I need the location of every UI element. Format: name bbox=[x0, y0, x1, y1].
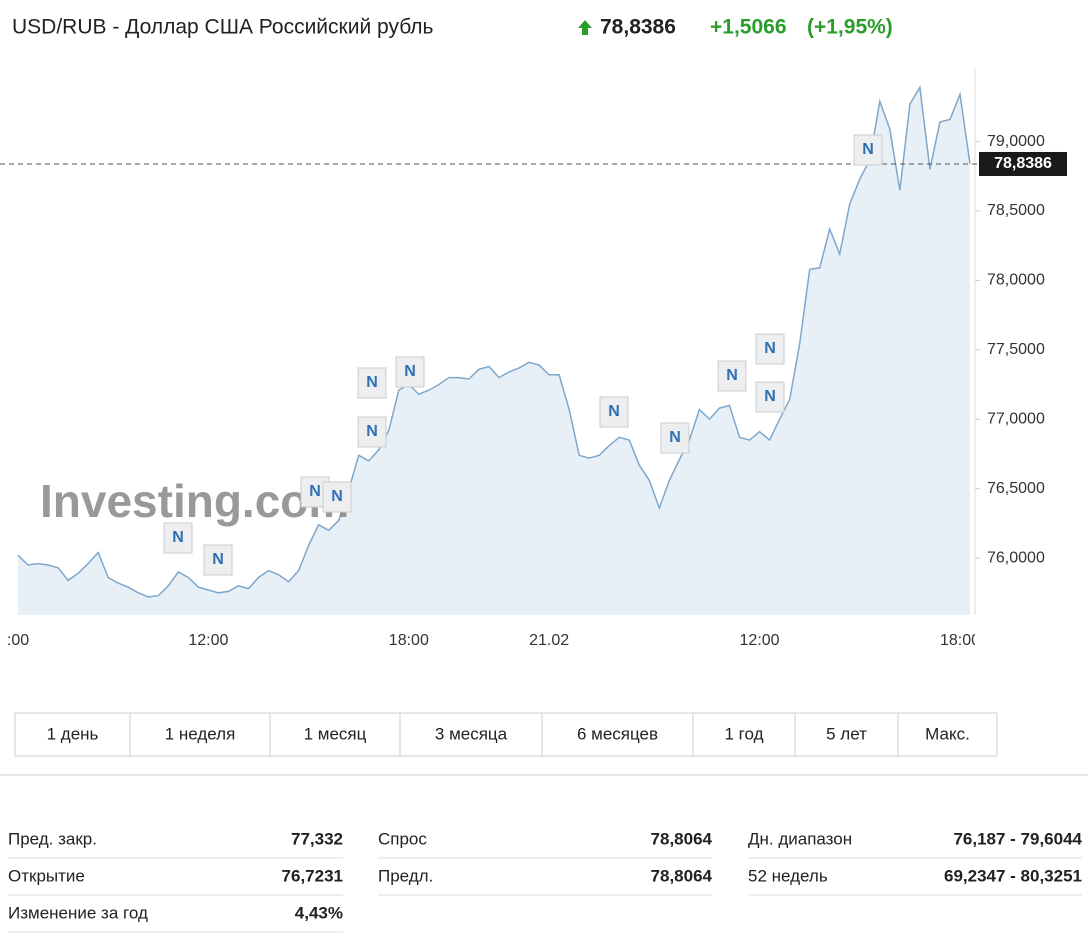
x-tick-label: :00 bbox=[7, 632, 29, 649]
range-button[interactable] bbox=[129, 712, 271, 757]
news-box bbox=[163, 522, 193, 554]
stat-label: Открытие bbox=[8, 866, 85, 885]
x-tick-label: 18:00 bbox=[940, 632, 980, 649]
news-marker: N bbox=[764, 340, 776, 357]
stat-value: 69,2347 - 80,3251 bbox=[944, 866, 1082, 885]
change-pct: (+1,95%) bbox=[807, 16, 893, 39]
y-tick-label: 76,0000 bbox=[987, 549, 1045, 566]
stat-label: 52 недель bbox=[748, 866, 828, 885]
range-button[interactable] bbox=[541, 712, 694, 757]
current-box bbox=[979, 151, 1067, 176]
news-box bbox=[660, 422, 690, 454]
x-tick-label: 18:00 bbox=[389, 632, 429, 649]
range-button[interactable] bbox=[269, 712, 401, 757]
news-marker: N bbox=[172, 529, 184, 546]
news-marker: N bbox=[669, 429, 681, 446]
range-button[interactable] bbox=[897, 712, 998, 757]
x-tick-label: 12:00 bbox=[740, 632, 780, 649]
y-tick-label: 78,0000 bbox=[987, 272, 1045, 289]
x-tick-label: 12:00 bbox=[188, 632, 228, 649]
news-box bbox=[599, 396, 629, 428]
news-box bbox=[357, 416, 387, 448]
news-marker: N bbox=[862, 141, 874, 158]
stat-value: 76,7231 bbox=[282, 866, 343, 885]
news-box bbox=[853, 134, 883, 166]
range-label: 1 месяц bbox=[304, 724, 367, 743]
range-label: 1 год bbox=[724, 724, 763, 743]
news-box bbox=[755, 381, 785, 413]
stat-label: Предл. bbox=[378, 866, 433, 885]
range-label: 5 лет bbox=[826, 724, 867, 743]
news-marker: N bbox=[404, 363, 416, 380]
range-label: 1 день bbox=[47, 724, 99, 743]
range-button[interactable] bbox=[399, 712, 543, 757]
stat-value: 76,187 - 79,6044 bbox=[953, 829, 1082, 848]
title: USD/RUB - Доллар США Российский рубль bbox=[12, 16, 434, 39]
stat-label: Спрос bbox=[378, 829, 427, 848]
news-box bbox=[322, 481, 352, 513]
stat-value: 78,8064 bbox=[651, 866, 713, 885]
news-marker: N bbox=[608, 403, 620, 420]
stat-label: Пред. закр. bbox=[8, 829, 97, 848]
news-box bbox=[395, 356, 425, 388]
x-tick-label: 21.02 bbox=[529, 632, 569, 649]
news-box bbox=[755, 333, 785, 365]
news-box bbox=[203, 544, 233, 576]
news-marker: N bbox=[366, 423, 378, 440]
line bbox=[17, 85, 971, 598]
news-marker: N bbox=[366, 374, 378, 391]
y-tick-label: 77,5000 bbox=[987, 341, 1045, 358]
news-marker: N bbox=[764, 388, 776, 405]
news-marker: N bbox=[726, 367, 738, 384]
y-tick-label: 77,0000 bbox=[987, 410, 1045, 427]
range-button[interactable] bbox=[692, 712, 796, 757]
stat-value: 4,43% bbox=[295, 903, 343, 922]
up-arrow bbox=[578, 20, 592, 35]
change: +1,5066 bbox=[710, 16, 787, 39]
area bbox=[18, 87, 970, 615]
stat-label: Изменение за год bbox=[8, 903, 148, 922]
stat-value: 77,332 bbox=[291, 829, 343, 848]
news-box bbox=[357, 367, 387, 399]
range-label: Макс. bbox=[925, 724, 970, 743]
y-tick-label: 78,5000 bbox=[987, 202, 1045, 219]
watermark: Investing.com bbox=[40, 475, 349, 527]
news-box bbox=[717, 360, 747, 392]
range-label: 3 месяца bbox=[435, 724, 508, 743]
stat-value: 78,8064 bbox=[651, 829, 713, 848]
news-marker: N bbox=[331, 488, 343, 505]
y-tick-label: 76,5000 bbox=[987, 480, 1045, 497]
range-label: 1 неделя bbox=[165, 724, 236, 743]
range-label: 6 месяцев bbox=[577, 724, 658, 743]
news-marker: N bbox=[212, 551, 224, 568]
news-marker: N bbox=[309, 483, 321, 500]
y-tick-label: 79,0000 bbox=[987, 133, 1045, 150]
price: 78,8386 bbox=[600, 16, 676, 39]
stat-label: Дн. диапазон bbox=[748, 829, 852, 848]
current-label: 78,8386 bbox=[994, 155, 1052, 172]
